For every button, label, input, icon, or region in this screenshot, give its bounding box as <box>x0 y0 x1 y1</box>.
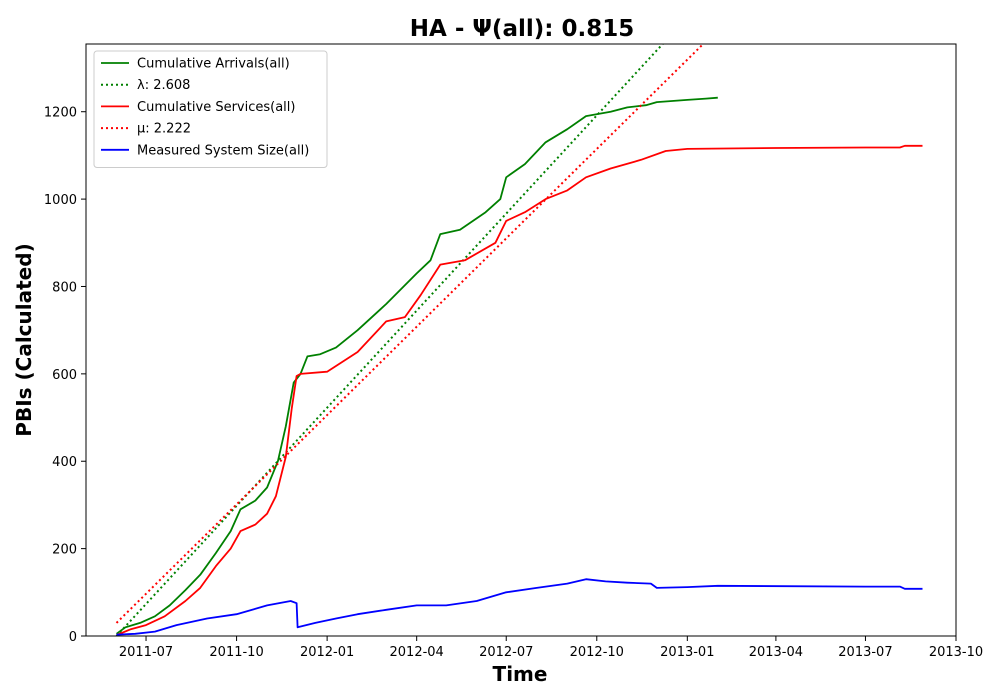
x-tick-label: 2012-01 <box>300 645 354 660</box>
y-tick-label: 1000 <box>44 193 77 208</box>
x-axis-label: Time <box>493 662 548 686</box>
x-tick-label: 2013-07 <box>838 645 892 660</box>
legend-label: Cumulative Services(all) <box>137 100 295 115</box>
x-tick-label: 2012-10 <box>570 645 624 660</box>
x-tick-label: 2011-07 <box>119 645 173 660</box>
plot-area <box>115 44 923 636</box>
legend-label: μ: 2.222 <box>137 122 191 137</box>
legend-label: λ: 2.608 <box>137 78 190 93</box>
y-tick-label: 1200 <box>44 106 77 121</box>
x-tick-label: 2012-04 <box>390 645 444 660</box>
series-line-cumulative-services-all <box>116 144 923 636</box>
series-line-cumulative-arrivals-all <box>115 96 718 635</box>
series-line-measured-system-size-all <box>116 578 923 636</box>
axes: 2011-07 2011-10 2012-01 2012-04 2012-07 2012-… <box>44 43 983 660</box>
chart-title: HA - Ψ(all): 0.815 <box>410 16 634 42</box>
legend-label: Measured System Size(all) <box>137 143 309 158</box>
y-tick-label: 400 <box>52 455 77 470</box>
legend-box <box>93 50 328 168</box>
y-axis-label: PBIs (Calculated) <box>12 243 36 436</box>
legend-label: Cumulative Arrivals(all) <box>137 57 290 72</box>
x-tick-label: 2013-04 <box>749 645 803 660</box>
y-tick-label: 0 <box>69 630 77 645</box>
legend: Cumulative Arrivals(all) λ: 2.608 Cumulati… <box>93 50 328 168</box>
plot-frame <box>85 43 957 637</box>
x-tick-label: 2011-10 <box>209 645 263 660</box>
x-tick-label: 2013-10 <box>929 645 983 660</box>
x-tick-label: 2013-01 <box>660 645 714 660</box>
y-tick-label: 800 <box>52 280 77 295</box>
y-tick-label: 600 <box>52 368 77 383</box>
x-tick-label: 2012-07 <box>479 645 533 660</box>
y-tick-label: 200 <box>52 543 77 558</box>
